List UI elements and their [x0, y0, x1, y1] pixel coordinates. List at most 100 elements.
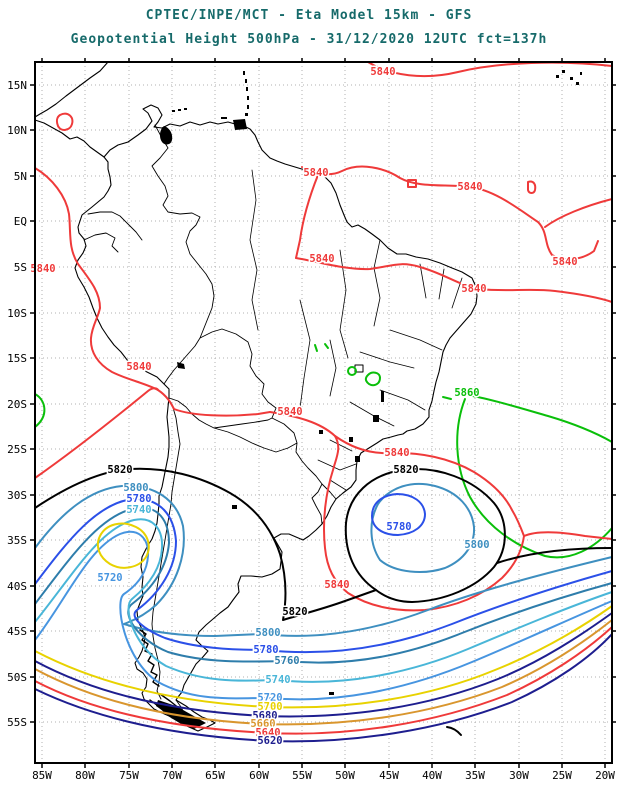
contour-5740	[34, 518, 613, 683]
chart-header: CPTEC/INPE/MCT - Eta Model 15km - GFS Ge…	[0, 0, 618, 47]
lat-tick-label: 15S	[7, 352, 27, 365]
contour-path-5780	[371, 493, 426, 536]
lat-tick-label: 15N	[7, 79, 27, 92]
country-borders	[83, 124, 337, 723]
coastline-central-america	[34, 61, 109, 158]
contour-label-5800: 5800	[464, 539, 489, 551]
contour-path-5820	[496, 547, 613, 564]
cape-verde-island	[562, 70, 565, 73]
contour-label-5780: 5780	[253, 644, 278, 656]
axis-labels: 85W 80W 75W 70W 65W 60W 55W 50W 45W 40W 35W 30W 25W 2…	[7, 79, 615, 782]
contour-5640	[34, 626, 613, 735]
contour-path-5700	[96, 522, 150, 569]
lon-tick-label: 60W	[249, 769, 269, 782]
lat-tick-label: 20S	[7, 398, 27, 411]
contour-path-5840	[544, 198, 613, 228]
lat-tick-label: 50S	[7, 671, 27, 684]
lon-tick-label: 50W	[335, 769, 355, 782]
contour-path-5720	[34, 530, 613, 701]
lat-tick-label: 35S	[7, 534, 27, 547]
contour-label-5840: 5840	[552, 256, 577, 268]
contour-label-5820: 5820	[107, 464, 132, 476]
south-georgia-island	[446, 726, 462, 736]
contour-label-5780: 5780	[386, 521, 411, 533]
lat-tick-label: 10S	[7, 307, 27, 320]
contour-label-5820: 5820	[282, 606, 307, 618]
contour-label-5800: 5800	[255, 627, 280, 639]
contour-5840	[34, 61, 613, 612]
lat-tick-label: 30S	[7, 489, 27, 502]
lake-speck	[349, 437, 353, 442]
cape-verde-island	[576, 82, 579, 85]
contour-label-5840: 5840	[277, 406, 302, 418]
lon-tick-label: 70W	[162, 769, 182, 782]
contour-label-5840: 5840	[126, 361, 151, 373]
contour-path-5860	[442, 396, 452, 400]
contour-label-5840: 5840	[303, 167, 328, 179]
chart-title-model: CPTEC/INPE/MCT - Eta Model 15km - GFS	[145, 8, 473, 23]
lakes-and-islands	[156, 70, 582, 729]
lake-speck	[319, 430, 323, 434]
lat-tick-label: 55S	[7, 716, 27, 729]
lake-speck	[355, 456, 360, 462]
contour-path-5840	[527, 180, 537, 194]
contour-path-5640	[34, 626, 613, 735]
contour-label-5620: 5620	[257, 735, 282, 747]
contour-path-5760	[34, 506, 613, 664]
lat-tick-label: 45S	[7, 625, 27, 638]
contour-label-5840: 5840	[457, 181, 482, 193]
contour-path-5800	[370, 482, 476, 573]
contour-label-5800: 5800	[123, 482, 148, 494]
lon-tick-label: 85W	[32, 769, 52, 782]
contour-label-5720: 5720	[257, 692, 282, 704]
falkland-islands	[329, 692, 334, 695]
contour-label-5780: 5780	[126, 493, 151, 505]
contour-path-5840	[295, 257, 613, 303]
abc-island	[184, 108, 187, 110]
lake-titicaca	[177, 362, 185, 369]
cape-verde-island	[570, 77, 573, 80]
lat-tick-label: 5S	[14, 261, 27, 274]
lon-tick-label: 75W	[119, 769, 139, 782]
contour-label-5680: 5680	[252, 710, 277, 722]
abc-island	[178, 109, 181, 111]
contour-5700	[34, 522, 613, 709]
antilles-island	[246, 87, 248, 91]
lon-tick-label: 30W	[509, 769, 529, 782]
lat-tick-label: 40S	[7, 580, 27, 593]
lon-tick-label: 55W	[292, 769, 312, 782]
lake-speck	[232, 505, 237, 509]
contour-label-5840: 5840	[461, 283, 486, 295]
contour-path-5740	[34, 518, 613, 683]
cape-verde-island	[580, 72, 582, 75]
lat-lon-grid	[30, 58, 616, 768]
contour-5680	[34, 612, 613, 718]
trinidad-island	[233, 119, 247, 130]
lake-speck	[373, 415, 379, 422]
contour-path-5860	[466, 394, 613, 443]
contour-path-5840	[334, 435, 525, 537]
abc-island	[172, 110, 175, 112]
contour-label-5760: 5760	[274, 655, 299, 667]
chart-title-variable: Geopotential Height 500hPa - 31/12/2020 …	[70, 32, 548, 47]
contour-lines	[34, 61, 613, 743]
lat-tick-label: 5N	[14, 170, 27, 183]
contour-path-5620	[34, 633, 613, 743]
contour-label-5740: 5740	[126, 504, 151, 516]
contour-5820	[34, 467, 613, 621]
lon-tick-label: 40W	[422, 769, 442, 782]
tierra-del-fuego-fill	[156, 700, 206, 729]
contour-label-5860: 5860	[454, 387, 479, 399]
contour-label-5840: 5840	[324, 579, 349, 591]
lat-tick-label: EQ	[14, 215, 27, 228]
contour-label-5660: 5660	[250, 718, 275, 730]
contour-path-5860	[34, 393, 46, 428]
contour-path-5840	[269, 411, 613, 612]
contour-path-5820	[344, 468, 506, 603]
lon-tick-label: 20W	[595, 769, 615, 782]
contour-label-5840: 5840	[370, 66, 395, 78]
contour-path-5820	[34, 467, 377, 621]
contour-path-5860	[364, 371, 381, 387]
